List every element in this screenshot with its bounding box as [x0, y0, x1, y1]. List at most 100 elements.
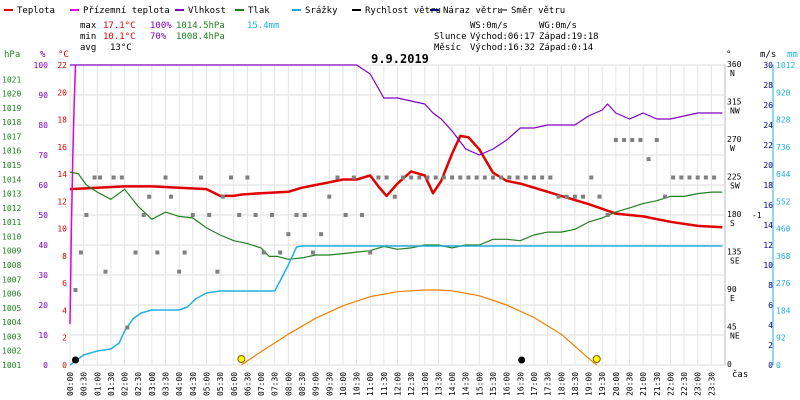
y-tick-degc: 8 [62, 252, 67, 261]
x-tick-label: 21:30 [653, 372, 662, 396]
legend-label: Rychlost větru [365, 6, 441, 16]
wind-direction-point [409, 175, 414, 180]
sun-marker [237, 355, 246, 363]
y-tick-hpa: 1004 [2, 318, 21, 327]
x-tick-label: 17:30 [544, 372, 553, 396]
y-tick-mm: 644 [776, 170, 791, 179]
stat-sun-rise: Východ:06:17 [470, 32, 535, 42]
stat-min-temp: 10.1°C [103, 32, 136, 42]
wind-direction-point [220, 194, 225, 199]
wind-direction-point [597, 194, 602, 199]
wind-direction-point [125, 325, 130, 330]
wind-direction-point [466, 175, 471, 180]
stat-min-hum: 70% [150, 32, 167, 42]
stat-max-rain: 15.4mm [247, 21, 280, 31]
y-tick-ms: 6 [768, 301, 773, 310]
x-tick-label: 18:00 [557, 372, 566, 396]
x-tick-label: 16:30 [516, 372, 525, 396]
y-tick-mm: 276 [776, 279, 791, 288]
x-tick-label: 19:30 [598, 372, 607, 396]
wind-direction-point [103, 269, 108, 274]
y-tick-pct: 40 [38, 241, 48, 250]
wind-direction-point [515, 175, 520, 180]
wind-direction-point [294, 213, 299, 217]
y-tick-ms: 12 [763, 241, 773, 250]
y-tick-mm: 828 [776, 116, 791, 125]
wind-direction-point [84, 213, 89, 217]
y-axis-dir-label: ° [726, 50, 731, 60]
x-tick-label: 18:30 [571, 372, 580, 396]
y-tick-degc: 22 [57, 61, 67, 70]
y-tick-degc: 0 [62, 361, 67, 370]
wind-direction-point [507, 175, 512, 180]
x-tick-label: 08:30 [298, 372, 307, 396]
y-tick-hpa: 1010 [2, 232, 21, 241]
x-tick-label: 06:30 [243, 372, 252, 396]
wind-direction-point [605, 213, 610, 217]
y-tick-ms: 10 [763, 261, 773, 270]
y-tick-degc: 14 [57, 170, 67, 179]
x-tick-label: 14:30 [462, 372, 471, 396]
wind-direction-point [572, 194, 577, 199]
wind-direction-point [351, 175, 356, 180]
x-tick-label: 10:30 [353, 372, 362, 396]
x-tick-label: 08:00 [284, 372, 293, 396]
y-tick-ms: 20 [763, 161, 773, 170]
y-tick-degc: 4 [62, 306, 67, 315]
y-tick-pct: 30 [38, 271, 48, 280]
wind-direction-point [531, 175, 536, 180]
y-tick-hpa: 1013 [2, 190, 21, 199]
y-tick-dir: 270 [727, 135, 742, 144]
wind-direction-point [581, 194, 586, 199]
x-tick-label: 06:00 [230, 372, 239, 396]
y-tick-degc: 18 [57, 116, 67, 125]
wind-direction-point [327, 194, 332, 199]
y-tick-dir-compass: SW [730, 182, 740, 191]
wind-direction-point [482, 175, 487, 180]
x-tick-label: 01:30 [107, 372, 116, 396]
wind-direction-point [111, 175, 116, 180]
y-tick-pct: 80 [38, 121, 48, 130]
x-tick-label: 23:30 [707, 372, 716, 396]
stat-moon-rise: Východ:16:32 [470, 43, 535, 53]
wind-direction-point [182, 250, 187, 255]
stat-sun-label: Slunce [434, 32, 467, 42]
y-tick-ms: 8 [768, 281, 773, 290]
y-tick-ms: 22 [763, 141, 773, 150]
stat-avg-label: avg [80, 43, 96, 53]
y-tick-pct: 50 [38, 211, 48, 220]
x-tick-label: 02:00 [121, 372, 130, 396]
legend-label: Přízemní teplota [83, 6, 170, 16]
y-tick-hpa: 1018 [2, 118, 21, 127]
y-tick-dir: 315 [727, 98, 742, 107]
wind-direction-point [441, 175, 446, 180]
x-tick-label: 03:00 [148, 372, 157, 396]
y-tick-degc: 16 [57, 143, 67, 152]
wind-direction-point [278, 250, 283, 255]
stats-block: max 17.1°C 100% 1014.5hPa 15.4mm min 10.… [80, 21, 599, 53]
legend: Teplota Přízemní teplota Vlhkost Tlak Srážky… [4, 6, 565, 16]
x-tick-label: 05:30 [216, 372, 225, 396]
stat-max-label: max [80, 21, 97, 31]
x-tick-label: 00:00 [66, 372, 75, 396]
wind-direction-point [119, 175, 124, 180]
wind-direction-point [177, 269, 182, 274]
wind-direction-point [384, 175, 389, 180]
y-tick-ms: 16 [763, 201, 773, 210]
y-tick-hpa: 1008 [2, 261, 21, 270]
y-tick-dir: 225 [727, 173, 742, 182]
x-tick-label: 15:30 [489, 372, 498, 396]
y-tick-mm: 92 [776, 334, 786, 343]
x-tick-label: 12:30 [407, 372, 416, 396]
y-tick-hpa: 1003 [2, 332, 21, 341]
y-tick-dir-compass: E [730, 294, 735, 303]
moon-rise-marker [518, 356, 526, 364]
wind-direction-point [92, 175, 97, 180]
wind-direction-point [261, 250, 266, 255]
wind-direction-point [654, 138, 659, 142]
wind-direction-point [360, 213, 365, 217]
wind-direction-point [147, 194, 152, 199]
y-tick-degc: 12 [57, 197, 67, 206]
x-tick-label: 01:00 [93, 372, 102, 396]
x-tick-label: 04:00 [175, 372, 184, 396]
